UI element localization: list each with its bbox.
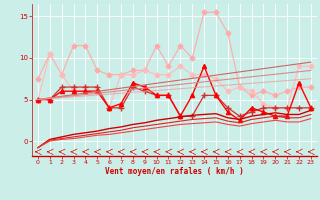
X-axis label: Vent moyen/en rafales ( km/h ): Vent moyen/en rafales ( km/h ): [105, 167, 244, 176]
